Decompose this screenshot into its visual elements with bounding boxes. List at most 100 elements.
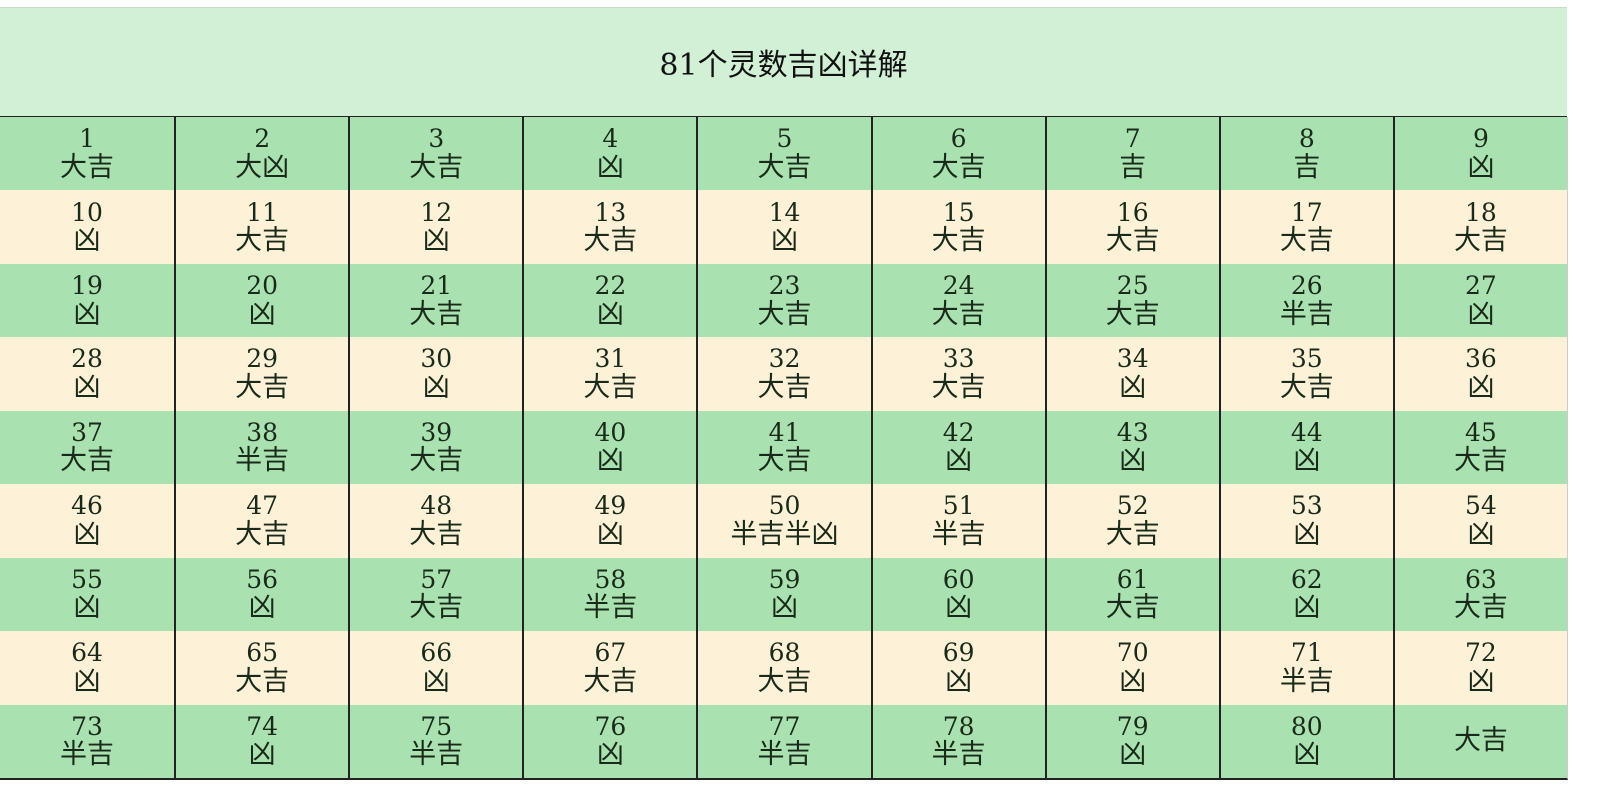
table-cell: 80 凶	[1218, 704, 1393, 778]
cell-number: 32	[768, 344, 801, 374]
cell-number: 37	[71, 417, 103, 447]
cell-fortune: 凶	[945, 445, 973, 477]
cell-number: 80	[1290, 711, 1323, 741]
table-cell: 39 大吉	[348, 410, 523, 485]
table-cell: 1 大吉	[0, 117, 175, 191]
table-cell: 62 凶	[1218, 557, 1393, 632]
cell-number: 13	[594, 197, 627, 227]
cell-fortune: 大吉	[60, 151, 115, 183]
cell-fortune: 大吉	[409, 151, 464, 183]
cell-number: 9	[1472, 124, 1489, 154]
cell-fortune: 半吉	[1279, 665, 1334, 697]
cell-number: 24	[942, 271, 975, 300]
cell-number: 64	[71, 638, 103, 668]
table-cell: 12 凶	[348, 190, 523, 264]
cell-fortune: 吉	[1293, 151, 1321, 183]
cell-number: 25	[1116, 271, 1149, 300]
cell-number: 43	[1116, 417, 1149, 447]
table-cell: 73 半吉	[0, 704, 175, 778]
table-cell: 55 凶	[0, 557, 175, 632]
cell-number: 61	[1116, 564, 1149, 594]
cell-number: 52	[1116, 491, 1149, 521]
table-cell: 5 大吉	[696, 117, 871, 191]
cell-fortune: 凶	[945, 592, 973, 624]
cell-number: 7	[1124, 124, 1141, 154]
cell-fortune: 大吉	[931, 298, 986, 330]
cell-number: 33	[942, 344, 975, 374]
cell-fortune: 大吉	[235, 518, 290, 550]
cell-number: 51	[942, 491, 975, 521]
table-cell: 58 半吉	[522, 557, 697, 632]
cell-fortune: 凶	[1293, 518, 1321, 550]
cell-fortune: 大吉	[1105, 518, 1160, 550]
cell-fortune: 大吉	[1279, 225, 1334, 257]
table-cell: 53 凶	[1218, 484, 1393, 558]
cell-fortune: 凶	[422, 665, 450, 697]
table-cell: 25 大吉	[1044, 263, 1219, 338]
table-cell: 57 大吉	[348, 557, 523, 632]
cell-fortune: 凶	[422, 225, 450, 257]
cell-fortune: 大吉	[1279, 371, 1334, 403]
cell-fortune: 半吉	[1279, 298, 1334, 330]
table-cell: 66 凶	[348, 631, 523, 705]
table-cell: 49 凶	[522, 484, 697, 558]
cell-number: 74	[246, 711, 279, 741]
table-cell: 18 大吉	[1392, 190, 1567, 264]
cell-number: 54	[1465, 491, 1497, 521]
cell-number: 60	[942, 564, 975, 594]
cell-number: 34	[1116, 344, 1149, 374]
cell-number: 14	[768, 197, 801, 227]
table-cell: 74 凶	[174, 704, 349, 778]
cell-fortune: 半吉	[235, 445, 290, 477]
cell-fortune: 凶	[248, 592, 276, 624]
cell-number: 79	[1116, 711, 1149, 741]
cell-fortune: 凶	[596, 445, 624, 477]
cell-number: 59	[768, 564, 801, 594]
cell-fortune: 大吉	[409, 298, 464, 330]
table-cell: 78 半吉	[870, 704, 1045, 778]
cell-number: 55	[71, 564, 103, 594]
table-cell: 3 大吉	[348, 117, 523, 191]
table-cell: 36 凶	[1392, 337, 1567, 411]
cell-number: 36	[1465, 344, 1497, 374]
table-cell: 26 半吉	[1218, 263, 1393, 338]
cell-fortune: 半吉	[583, 592, 638, 624]
table-cell: 64 凶	[0, 631, 175, 705]
table-cell: 68 大吉	[696, 631, 871, 705]
cell-fortune: 大凶	[235, 151, 290, 183]
cell-fortune: 凶	[596, 298, 624, 330]
cell-number: 41	[768, 417, 801, 447]
cell-number: 57	[420, 564, 453, 594]
cell-number: 72	[1465, 638, 1497, 668]
cell-fortune: 大吉	[757, 151, 812, 183]
cell-number: 12	[420, 197, 453, 227]
cell-fortune: 凶	[1293, 739, 1321, 771]
cell-fortune: 半吉半凶	[730, 518, 839, 550]
table-cell: 6 大吉	[870, 117, 1045, 191]
cell-fortune: 凶	[596, 151, 624, 183]
table-cell: 75 半吉	[348, 704, 523, 778]
table-cell: 20 凶	[174, 263, 349, 338]
table-cell: 14 凶	[696, 190, 871, 264]
cell-number: 53	[1290, 491, 1323, 521]
cell-fortune: 凶	[422, 371, 450, 403]
cell-number: 27	[1465, 271, 1497, 300]
cell-fortune: 大吉	[757, 445, 812, 477]
cell-fortune: 半吉	[931, 739, 986, 771]
table-cell: 24 大吉	[870, 263, 1045, 338]
cell-number: 21	[420, 271, 453, 300]
table-cell: 32 大吉	[696, 337, 871, 411]
table-cell: 11 大吉	[174, 190, 349, 264]
cell-fortune: 大吉	[60, 445, 115, 477]
cell-fortune: 大吉	[1453, 725, 1508, 757]
cell-number: 5	[776, 124, 793, 154]
cell-number: 68	[768, 638, 801, 668]
cell-fortune: 大吉	[757, 298, 812, 330]
cell-fortune: 凶	[1467, 518, 1495, 550]
table-cell: 43 凶	[1044, 410, 1219, 485]
table-cell: 79 凶	[1044, 704, 1219, 778]
table-cell: 71 半吉	[1218, 631, 1393, 705]
table-cell: 47 大吉	[174, 484, 349, 558]
table-cell: 19 凶	[0, 263, 175, 338]
